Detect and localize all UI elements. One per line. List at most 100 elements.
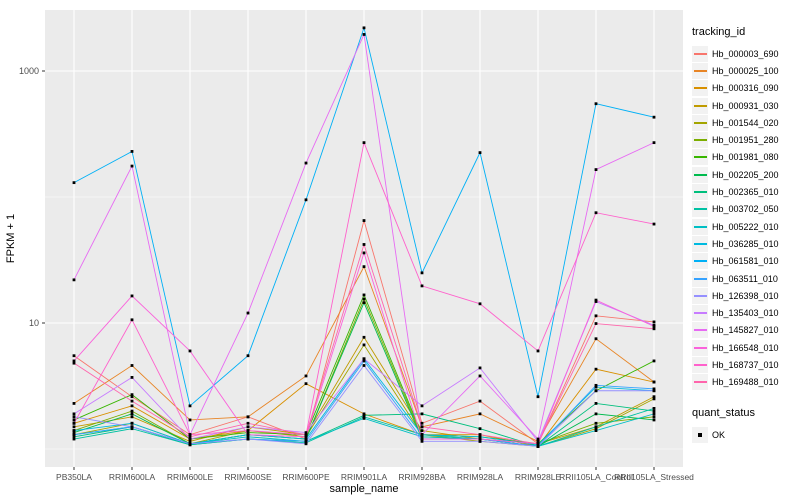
data-point <box>246 421 250 425</box>
data-point <box>304 437 308 441</box>
data-point <box>478 399 482 403</box>
series-color-swatch <box>693 225 707 228</box>
legend-key <box>692 322 708 339</box>
data-point <box>652 141 656 145</box>
data-point <box>536 444 540 448</box>
data-point <box>246 425 250 429</box>
data-point <box>652 324 656 328</box>
legend-item-label: Hb_166548_010 <box>712 342 779 353</box>
data-point <box>130 150 134 153</box>
data-point <box>130 395 134 399</box>
legend-key <box>692 62 708 79</box>
legend-key <box>692 184 708 201</box>
legend-item: Hb_001981_080 <box>692 149 798 166</box>
data-point <box>652 320 656 324</box>
data-point <box>362 364 366 367</box>
legend-item-label: Hb_145827_010 <box>712 325 779 336</box>
data-point <box>362 33 366 36</box>
series-color-swatch <box>693 191 707 194</box>
y-tick-label: 10 <box>29 318 39 328</box>
data-point <box>362 343 366 347</box>
quant-status-title: quant_status <box>692 406 755 419</box>
data-point <box>536 349 540 353</box>
data-point <box>594 102 598 106</box>
data-point <box>130 318 134 322</box>
legend-item: Hb_005222_010 <box>692 218 798 235</box>
legend-item-label: Hb_002205_200 <box>712 169 779 180</box>
data-point <box>130 376 134 379</box>
data-point <box>594 421 598 425</box>
data-point <box>72 429 76 432</box>
series-color-swatch <box>693 260 707 263</box>
data-point <box>72 181 76 185</box>
data-point <box>130 364 134 367</box>
series-color-swatch <box>693 312 707 315</box>
series-color-swatch <box>693 277 707 280</box>
legend-key <box>692 45 708 62</box>
legend-item: Hb_126398_010 <box>692 287 798 304</box>
data-point <box>130 421 134 425</box>
data-point <box>478 433 482 437</box>
data-point <box>478 302 482 306</box>
data-point <box>594 429 598 432</box>
data-point <box>72 418 76 422</box>
legend-item: Hb_135403_010 <box>692 304 798 322</box>
data-point <box>536 395 540 399</box>
data-point <box>478 374 482 378</box>
data-point <box>420 429 424 432</box>
data-point <box>478 437 482 441</box>
legend-item-label: Hb_003702_050 <box>712 204 779 215</box>
series-color-swatch <box>693 363 707 366</box>
data-point <box>478 366 482 370</box>
ok-point-swatch <box>698 432 702 437</box>
legend-key <box>692 287 708 304</box>
data-point <box>72 435 76 439</box>
data-point <box>130 427 134 431</box>
data-point <box>478 439 482 443</box>
legend-key <box>692 149 708 166</box>
legend-item: Hb_168737_010 <box>692 356 798 373</box>
data-point <box>304 442 308 446</box>
series-color-swatch <box>693 139 707 142</box>
data-point <box>362 416 366 420</box>
legend-item-label: Hb_061581_010 <box>712 256 779 267</box>
legend-key <box>692 201 708 218</box>
data-point <box>362 415 366 419</box>
legend-title: tracking_id <box>692 26 746 38</box>
data-point <box>652 415 656 419</box>
data-point <box>652 412 656 416</box>
data-point <box>304 382 308 386</box>
data-point <box>652 327 656 331</box>
data-point <box>652 387 656 391</box>
x-tick-label: RRIM928BA <box>398 472 446 482</box>
data-point <box>304 161 308 165</box>
x-tick-label: RRIM600PE <box>282 472 330 482</box>
legend-panel: tracking_id Hb_000003_690 Hb_000025_100 … <box>692 26 798 443</box>
data-point <box>536 442 540 446</box>
data-point <box>652 395 656 399</box>
data-point <box>304 439 308 443</box>
x-tick-label: RRII105LA_Stressed <box>614 472 694 482</box>
data-point <box>420 425 424 429</box>
quant-status-label: OK <box>712 429 726 440</box>
data-point <box>594 402 598 405</box>
series-color-swatch <box>693 294 707 297</box>
data-point <box>362 357 366 361</box>
legend-key <box>692 305 708 322</box>
legend-key <box>692 339 708 356</box>
data-point <box>420 433 424 437</box>
x-tick-label: RRIM928LA <box>457 472 504 482</box>
data-point <box>594 385 598 389</box>
data-point <box>420 435 424 439</box>
legend-item-label: Hb_000003_690 <box>712 48 779 59</box>
data-point <box>362 412 366 416</box>
data-point <box>420 421 424 425</box>
data-point <box>594 367 598 371</box>
data-point <box>478 412 482 416</box>
data-point <box>478 151 482 155</box>
legend-item: Hb_063511_010 <box>692 270 798 287</box>
data-point <box>72 402 76 405</box>
data-point <box>652 397 656 401</box>
